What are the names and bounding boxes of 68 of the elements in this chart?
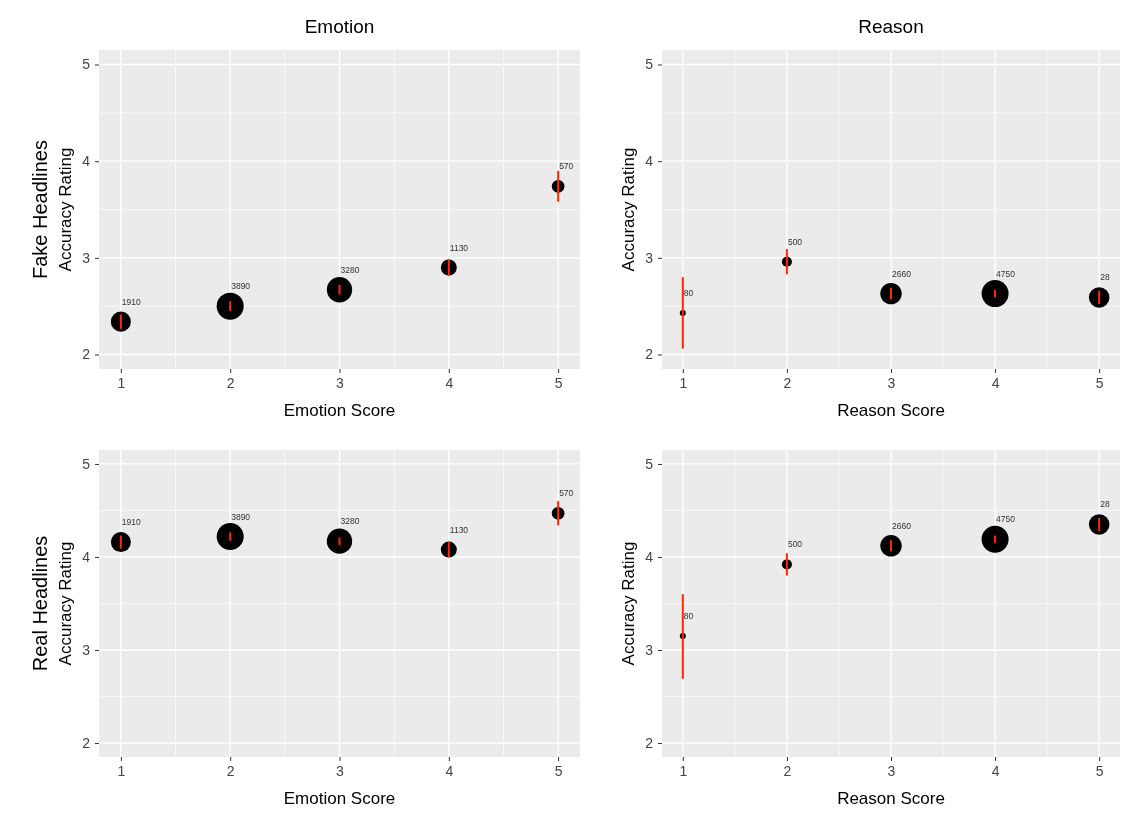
x-tick-label: 2 — [783, 374, 792, 391]
x-tick-label: 1 — [679, 762, 688, 779]
y-tick-label: 2 — [82, 346, 91, 363]
y-tick-label: 4 — [82, 153, 91, 170]
x-tick-label: 3 — [336, 762, 345, 779]
x-tick-label: 2 — [226, 374, 235, 391]
y-tick-label: 5 — [82, 56, 91, 73]
x-axis-title: Reason Score — [837, 401, 945, 420]
annotation: 570 — [559, 488, 574, 499]
y-tick-label: 5 — [645, 455, 654, 472]
y-tick-label: 4 — [645, 548, 654, 565]
annotation: 500 — [787, 539, 803, 550]
x-tick-label: 3 — [887, 374, 896, 391]
annotation: 28 — [1100, 499, 1110, 510]
y-tick-label: 4 — [645, 153, 654, 170]
chart-title: Emotion — [304, 16, 375, 37]
annotation: 500 — [787, 236, 803, 247]
annotation: 4750 — [996, 514, 1016, 525]
chart-title: Reason — [858, 16, 924, 37]
x-tick-label: 4 — [991, 374, 1000, 391]
y-tick-label: 3 — [645, 642, 654, 658]
x-tick-label: 4 — [445, 762, 454, 779]
x-tick-label: 1 — [117, 374, 126, 391]
y-axis-title: Accuracy Rating — [56, 147, 75, 272]
annotation: 1910 — [121, 296, 142, 307]
x-tick-label: 5 — [554, 762, 563, 779]
y-axis-title: Accuracy Rating — [619, 541, 638, 666]
annotation: 3280 — [340, 516, 360, 527]
annotation: 4750 — [996, 268, 1016, 279]
x-tick-label: 5 — [554, 374, 563, 391]
y-tick-label: 5 — [645, 56, 654, 73]
y-tick-label: 3 — [82, 642, 91, 658]
x-tick-label: 4 — [445, 374, 454, 391]
annotation: 3280 — [340, 264, 360, 275]
x-tick-label: 3 — [887, 762, 896, 779]
annotation: 1130 — [449, 524, 469, 535]
y-tick-label: 3 — [645, 249, 654, 266]
text: Real Headlines — [29, 535, 51, 672]
x-tick-label: 4 — [991, 762, 1000, 779]
x-axis-title: Emotion Score — [283, 401, 396, 420]
annotation: 2660 — [892, 268, 912, 279]
y-axis-title: Accuracy Rating — [56, 541, 75, 666]
x-axis-title: Reason Score — [837, 789, 945, 808]
annotation: 1910 — [121, 517, 142, 528]
y-tick-label: 3 — [82, 249, 91, 266]
y-tick-label: 5 — [82, 455, 91, 472]
x-tick-label: 2 — [226, 762, 235, 779]
annotation: 3890 — [231, 281, 251, 292]
text: Fake Headlines — [29, 140, 51, 279]
x-tick-label: 5 — [1095, 374, 1104, 391]
y-tick-label: 2 — [82, 735, 91, 752]
annotation: 28 — [1100, 272, 1110, 283]
x-tick-label: 1 — [117, 762, 126, 779]
x-tick-label: 5 — [1095, 762, 1104, 779]
annotation: 570 — [559, 161, 574, 172]
annotation: 2660 — [892, 520, 912, 531]
y-tick-label: 2 — [645, 735, 654, 752]
x-tick-label: 2 — [783, 762, 792, 779]
annotation: 80 — [683, 287, 694, 298]
annotation: 80 — [683, 611, 694, 622]
annotation: 3890 — [231, 511, 251, 522]
x-tick-label: 3 — [336, 374, 345, 391]
x-axis-title: Emotion Score — [283, 789, 396, 808]
y-tick-label: 4 — [82, 548, 91, 565]
y-axis-title: Accuracy Rating — [619, 147, 638, 272]
annotation: 1130 — [449, 242, 469, 253]
x-tick-label: 1 — [679, 374, 688, 391]
y-tick-label: 2 — [645, 346, 654, 363]
